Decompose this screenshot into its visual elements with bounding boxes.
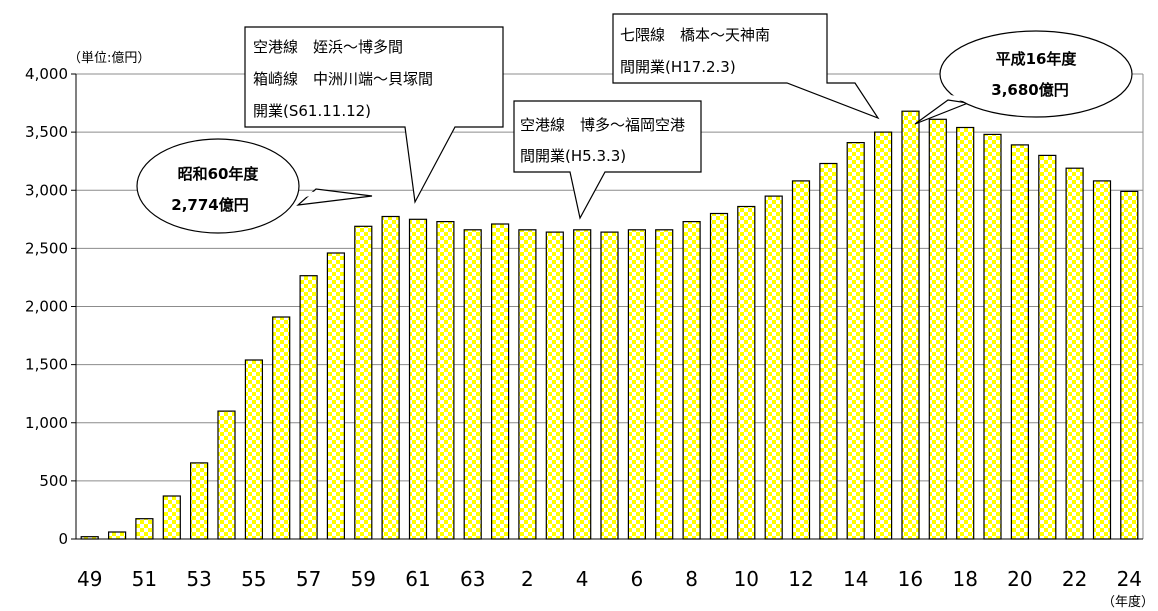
bar-4	[573, 229, 592, 540]
bar-10	[737, 205, 756, 540]
bar-57	[299, 275, 318, 540]
x-tick-label: 4	[576, 567, 589, 591]
callout-h16-line2: 3,680億円	[991, 81, 1068, 99]
callout-s60: 昭和60年度 2,774億円	[136, 138, 373, 234]
callout-h16-line1: 平成16年度	[996, 50, 1078, 68]
x-tick-label: 63	[460, 567, 485, 591]
bar-1	[491, 223, 510, 540]
y-tick-label: 1,000	[25, 414, 68, 432]
bar-50	[107, 531, 127, 540]
bar-23	[1092, 180, 1112, 540]
bar-6	[627, 229, 647, 540]
bar-54	[217, 410, 236, 540]
x-tick-label: 6	[631, 567, 644, 591]
y-tick-label: 4,000	[25, 65, 68, 83]
bar-53	[190, 462, 209, 540]
bar-63	[463, 229, 482, 540]
y-tick-label: 2,500	[25, 239, 68, 257]
bar-59	[354, 225, 373, 540]
x-tick-label: 10	[734, 567, 759, 591]
bar-52	[162, 495, 181, 540]
bar-14	[846, 142, 865, 540]
bar-51	[135, 518, 154, 540]
bar-62	[436, 221, 455, 540]
x-tick-label: 20	[1007, 567, 1032, 591]
annotation-h5-line2: 間開業(H5.3.3)	[520, 147, 626, 165]
bar-9	[709, 212, 729, 540]
x-axis: 49 51 53 55 57 59 61 63 2 4 6 8 10 12 14 16 18 20 22 24	[76, 538, 1143, 591]
bar-5	[600, 231, 619, 540]
x-tick-label: 24	[1117, 567, 1142, 591]
annotation-h17-opening: 七隈線 橋本～天神南 間開業(H17.2.3)	[612, 13, 880, 120]
bar-13	[819, 162, 838, 540]
annotation-s61-line3: 開業(S61.11.12)	[253, 102, 371, 120]
annotation-h5-opening: 空港線 博多～福岡空港 間開業(H5.3.3)	[513, 100, 702, 220]
bar-11	[764, 195, 783, 540]
callout-h16: 平成16年度 3,680億円	[914, 30, 1133, 125]
annotation-h5-line1: 空港線 博多～福岡空港	[520, 116, 685, 134]
y-tick-label: 1,500	[25, 356, 68, 374]
x-tick-label: 55	[241, 567, 266, 591]
bar-60	[381, 215, 400, 540]
y-unit-label: （単位:億円）	[68, 50, 150, 66]
bar-16	[901, 110, 920, 540]
y-tick-label: 0	[58, 530, 68, 548]
x-tick-label: 53	[186, 567, 211, 591]
annotation-h17-line2: 間開業(H17.2.3)	[620, 58, 736, 76]
bar-8	[682, 221, 701, 540]
bar-18	[956, 126, 975, 540]
x-tick-label: 16	[898, 567, 923, 591]
y-axis: 0 500 1,000 1,500 2,000 2,500 3,000 3,500 4,000	[25, 65, 77, 548]
annotation-s61-line1: 空港線 姪浜～博多間	[253, 38, 403, 56]
y-tick-label: 500	[39, 472, 68, 490]
x-tick-label: 51	[132, 567, 157, 591]
bar-20	[1010, 144, 1030, 540]
bar-7	[655, 229, 674, 540]
x-tick-label: 12	[788, 567, 813, 591]
x-tick-label: 49	[77, 567, 102, 591]
callout-s60-line1: 昭和60年度	[178, 165, 260, 183]
bar-15	[873, 131, 893, 540]
bar-12	[791, 180, 811, 540]
x-tick-label: 61	[405, 567, 430, 591]
bar-2	[518, 229, 537, 540]
annotation-h17-line1: 七隈線 橋本～天神南	[620, 26, 770, 44]
annotation-s61-line2: 箱崎線 中洲川端～貝塚間	[253, 70, 433, 88]
y-tick-label: 3,000	[25, 181, 68, 199]
bar-19	[983, 133, 1002, 540]
y-tick-label: 3,500	[25, 123, 68, 141]
x-unit-label: （年度）	[1102, 594, 1154, 610]
bar-22	[1065, 167, 1084, 540]
bar-24	[1120, 190, 1139, 540]
bar-56	[272, 316, 291, 540]
x-tick-label: 2	[521, 567, 534, 591]
bars	[80, 110, 1139, 540]
x-tick-label: 8	[685, 567, 698, 591]
x-tick-label: 59	[351, 567, 376, 591]
y-tick-label: 2,000	[25, 298, 68, 316]
bar-61	[408, 218, 428, 540]
x-tick-label: 18	[952, 567, 977, 591]
x-tick-label: 22	[1062, 567, 1087, 591]
bar-3	[545, 231, 564, 540]
bar-58	[326, 252, 345, 540]
bar-17	[928, 118, 947, 540]
callout-s60-line2: 2,774億円	[171, 196, 248, 214]
x-tick-label: 14	[843, 567, 868, 591]
x-tick-label: 57	[296, 567, 321, 591]
bar-55	[244, 359, 263, 540]
annotation-s61-opening: 空港線 姪浜～博多間 箱崎線 中洲川端～貝塚間 開業(S61.11.12)	[244, 26, 504, 204]
bar-21	[1038, 154, 1057, 540]
